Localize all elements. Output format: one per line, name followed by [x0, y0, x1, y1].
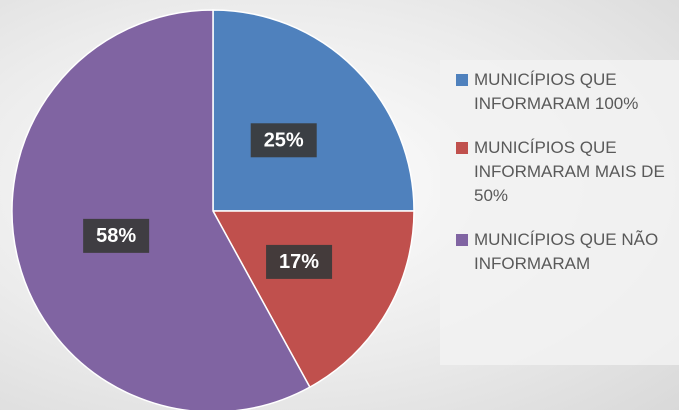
legend-entry: MUNICÍPIOS QUE INFORMARAM MAIS DE 50%	[456, 136, 679, 208]
value-label: 25%	[264, 130, 304, 152]
legend-label: MUNICÍPIOS QUE INFORMARAM MAIS DE 50%	[474, 138, 665, 205]
legend-swatch	[456, 142, 468, 154]
legend-entry: MUNICÍPIOS QUE INFORMARAM 100%	[456, 68, 679, 116]
legend-entry: MUNICÍPIOS QUE NÃO INFORMARAM	[456, 228, 679, 276]
value-label-box	[250, 123, 317, 158]
pie-slice	[11, 9, 311, 410]
value-label-box	[83, 218, 150, 253]
legend-swatch	[456, 234, 468, 246]
value-label-box	[266, 244, 333, 279]
legend-swatch	[456, 74, 468, 86]
legend-label: MUNICÍPIOS QUE NÃO INFORMARAM	[474, 230, 659, 273]
legend: MUNICÍPIOS QUE INFORMARAM 100% MUNICÍPIOS…	[440, 60, 679, 365]
value-label: 58%	[96, 225, 136, 247]
value-label: 17%	[279, 251, 319, 273]
chart: 25% 17% 58%	[11, 9, 415, 410]
pie-slice	[212, 9, 415, 212]
pie-slice	[211, 210, 415, 389]
legend-label: MUNICÍPIOS QUE INFORMARAM 100%	[474, 70, 639, 113]
